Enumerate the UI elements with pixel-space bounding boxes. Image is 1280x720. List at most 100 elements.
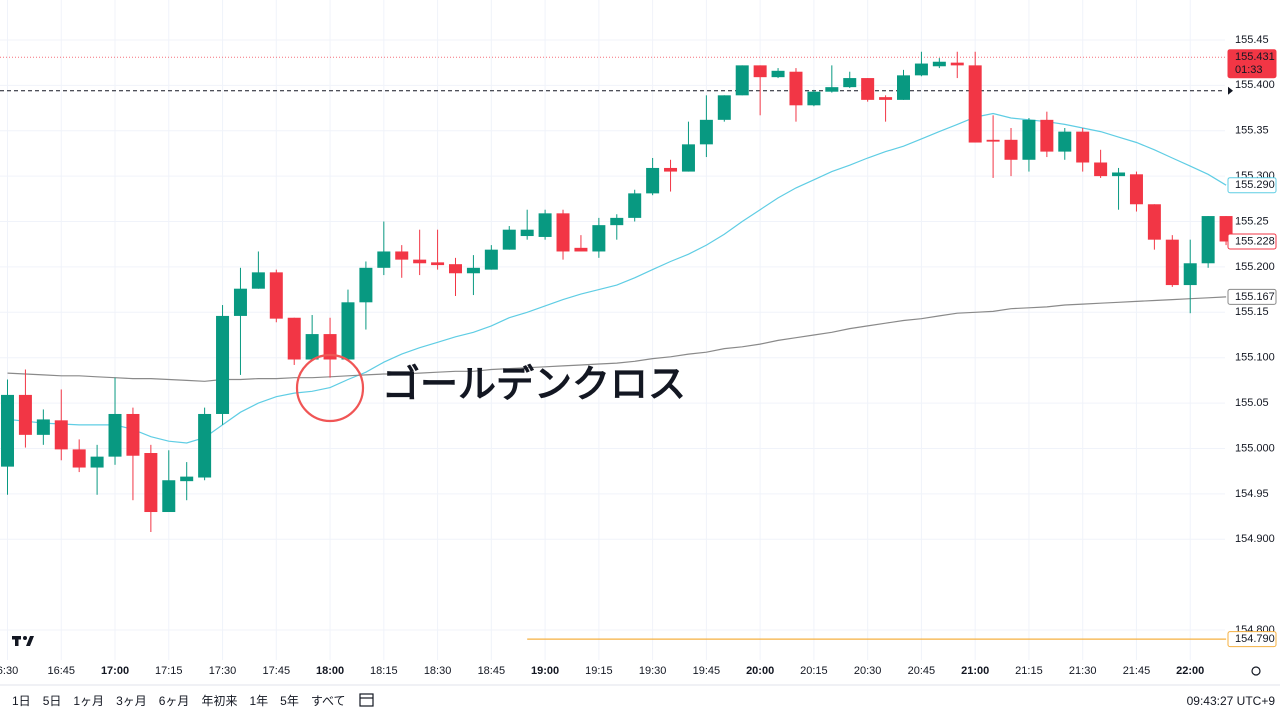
- x-tick-label: 21:30: [1069, 665, 1097, 677]
- candle-body: [1165, 239, 1179, 286]
- candle-body: [323, 334, 337, 360]
- candle-body: [180, 476, 194, 482]
- y-tick-label: 154.95: [1235, 488, 1269, 500]
- logo-part: [23, 636, 27, 640]
- period-button[interactable]: 1ヶ月: [73, 694, 104, 708]
- x-tick-label: 6:30: [0, 665, 18, 677]
- countdown: 01:33: [1235, 64, 1263, 76]
- candle-body: [287, 317, 301, 360]
- candle-body: [717, 95, 731, 120]
- period-button[interactable]: 年初来: [201, 694, 237, 708]
- candle-body: [251, 272, 265, 289]
- price-label-box: [1227, 233, 1277, 250]
- candle-body: [449, 264, 462, 274]
- candle-body: [1058, 131, 1072, 152]
- candle-body: [18, 394, 32, 435]
- candle-body: [269, 272, 283, 319]
- candle-body: [233, 288, 247, 316]
- candle-body: [90, 456, 104, 468]
- x-tick-label: 21:45: [1123, 665, 1151, 677]
- icon-part: [359, 693, 374, 707]
- x-tick-label: 18:30: [424, 665, 452, 677]
- candle-body: [897, 75, 910, 100]
- price-arrow: [1228, 86, 1233, 95]
- candle-body: [1147, 204, 1161, 240]
- calendar-icon[interactable]: [359, 693, 374, 707]
- period-button[interactable]: 3ヶ月: [116, 694, 147, 708]
- candle-body: [36, 419, 50, 435]
- y-tick-label: 155.200: [1235, 261, 1275, 273]
- candle-body: [753, 65, 767, 78]
- candle-body: [395, 251, 409, 260]
- settings-icon[interactable]: [1251, 666, 1261, 676]
- candle-body: [789, 71, 803, 106]
- candle-body: [162, 480, 176, 513]
- clock: 09:43:27 UTC+9: [1187, 694, 1276, 708]
- x-tick-label: 20:00: [746, 665, 774, 677]
- period-button[interactable]: 6ヶ月: [159, 694, 190, 708]
- y-tick-label: 155.15: [1235, 306, 1269, 318]
- period-button[interactable]: 5年: [280, 694, 299, 708]
- price-label: 155.290: [1235, 179, 1275, 191]
- x-tick-label: 19:45: [693, 665, 721, 677]
- y-tick-label: 155.05: [1235, 397, 1269, 409]
- x-tick-label: 16:45: [47, 665, 75, 677]
- candle-body: [1040, 119, 1054, 152]
- candle-body: [1183, 263, 1197, 286]
- candle-body: [377, 251, 391, 268]
- candle-body: [950, 62, 964, 66]
- candle-body: [1022, 119, 1036, 160]
- candle-body: [413, 259, 427, 264]
- period-button[interactable]: 1年: [249, 694, 268, 708]
- candle-body: [341, 302, 355, 360]
- candle-body: [305, 334, 319, 360]
- x-tick-label: 18:15: [370, 665, 398, 677]
- candle-body: [646, 167, 660, 194]
- candle-body: [502, 229, 516, 250]
- candle-body: [699, 119, 713, 145]
- y-tick-label: 155.400: [1235, 79, 1275, 91]
- candle-body: [681, 144, 695, 172]
- x-tick-label: 20:30: [854, 665, 882, 677]
- candle-body: [807, 91, 821, 106]
- x-tick-label: 17:45: [263, 665, 291, 677]
- candle-body: [359, 267, 373, 303]
- y-tick-label: 154.900: [1235, 533, 1275, 545]
- candle-body: [520, 229, 534, 237]
- candle-body: [1, 394, 14, 467]
- candle-body: [879, 97, 893, 100]
- tv-logo: [12, 636, 34, 646]
- y-tick-label: 155.25: [1235, 215, 1269, 227]
- candle-body: [843, 78, 857, 88]
- period-button[interactable]: 5日: [43, 694, 62, 708]
- x-tick-label: 21:00: [961, 665, 989, 677]
- x-tick-label: 17:00: [101, 665, 129, 677]
- y-tick-label: 155.45: [1235, 34, 1269, 46]
- price-label-box: [1227, 177, 1277, 194]
- x-tick-label: 20:15: [800, 665, 828, 677]
- candle-body: [861, 78, 875, 100]
- x-tick-label: 22:00: [1176, 665, 1204, 677]
- candle-body: [1076, 131, 1090, 163]
- x-tick-label: 18:00: [316, 665, 344, 677]
- period-button[interactable]: すべて: [311, 694, 346, 708]
- candle-body: [126, 413, 140, 456]
- candle-body: [1004, 139, 1018, 160]
- candle-body: [431, 262, 445, 266]
- candle-body: [986, 139, 1000, 142]
- candle-body: [1094, 162, 1108, 177]
- x-tick-label: 19:00: [531, 665, 559, 677]
- grid: [0, 0, 1225, 660]
- candle-body: [484, 249, 498, 270]
- candle-body: [1129, 174, 1143, 205]
- candle-body: [144, 453, 158, 513]
- price-label: 154.790: [1235, 633, 1275, 645]
- plot: [0, 51, 1233, 640]
- y-tick-label: 155.100: [1235, 352, 1275, 364]
- x-tick-label: 18:45: [478, 665, 506, 677]
- x-tick-label: 21:15: [1015, 665, 1043, 677]
- period-button[interactable]: 1日: [12, 694, 31, 708]
- annotation-circle: [295, 353, 365, 423]
